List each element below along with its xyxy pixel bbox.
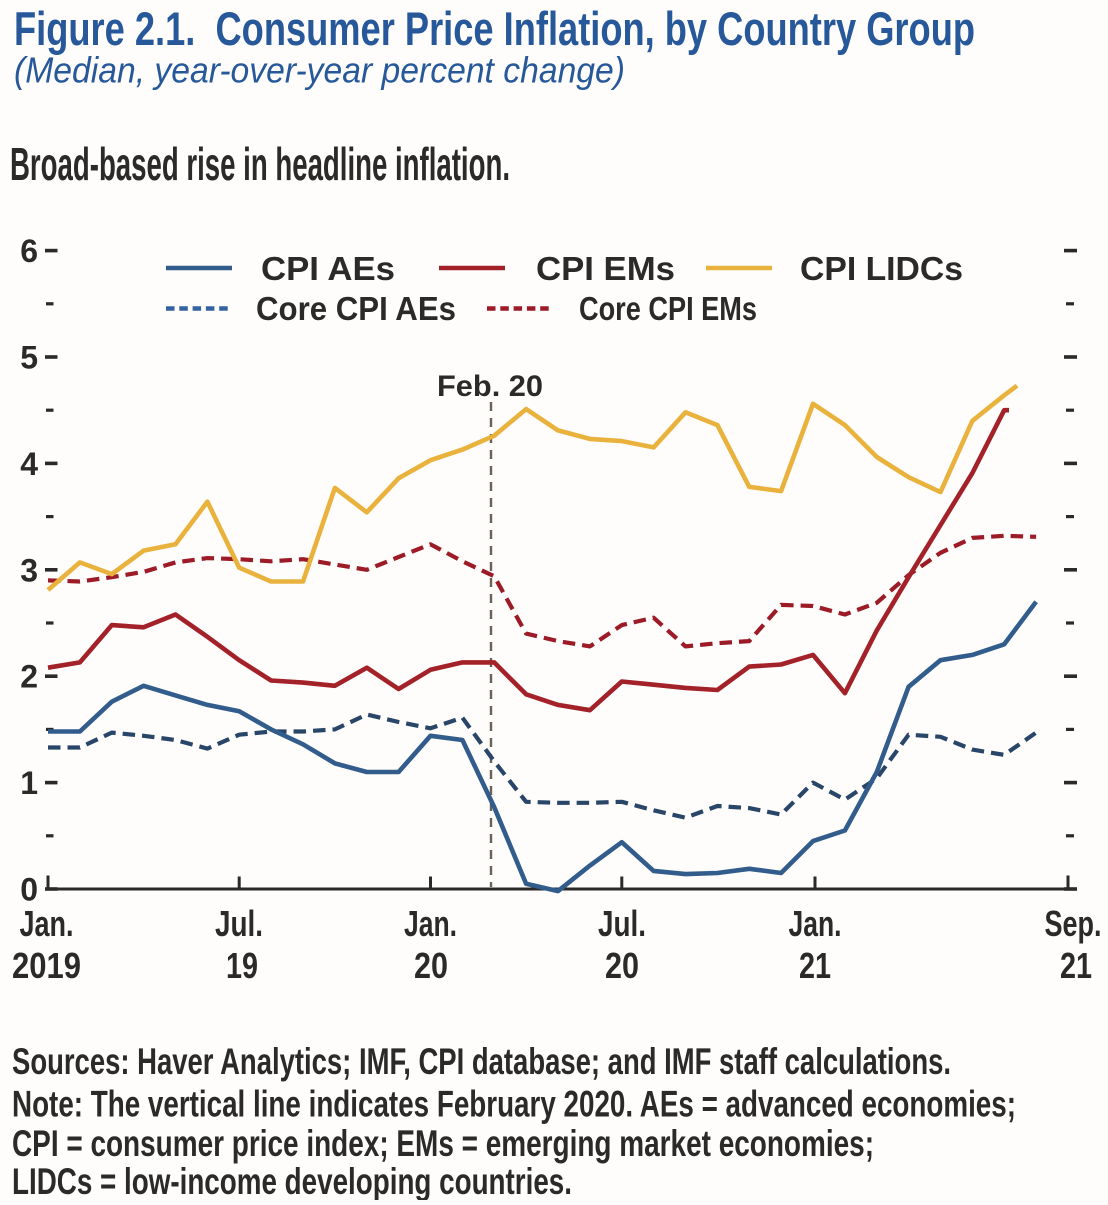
svg-text:Sources: Haver Analytics; IMF,: Sources: Haver Analytics; IMF, CPI datab… <box>12 1041 951 1082</box>
svg-text:Figure 2.1. Consumer Price In: Figure 2.1. Consumer Price Inflation, by… <box>14 2 975 55</box>
svg-text:0: 0 <box>20 872 38 908</box>
svg-text:Jul.: Jul. <box>598 903 646 944</box>
svg-text:20: 20 <box>414 945 448 986</box>
svg-text:Broad-based rise in headline i: Broad-based rise in headline inflation. <box>10 138 510 190</box>
svg-text:5: 5 <box>20 340 38 376</box>
svg-text:Feb. 20: Feb. 20 <box>437 370 543 403</box>
svg-text:Jul.: Jul. <box>215 903 263 944</box>
svg-text:CPI = consumer price index; EM: CPI = consumer price index; EMs = emergi… <box>12 1123 874 1164</box>
svg-text:CPI AEs: CPI AEs <box>261 250 395 287</box>
svg-text:Jan.: Jan. <box>789 903 842 944</box>
svg-text:LIDCs = low-income developing: LIDCs = low-income developing countries. <box>12 1161 572 1200</box>
svg-text:Core CPI EMs: Core CPI EMs <box>579 290 757 327</box>
svg-text:Sep.: Sep. <box>1045 903 1102 944</box>
svg-text:Core CPI AEs: Core CPI AEs <box>256 290 456 327</box>
svg-text:(Median, year-over-year percen: (Median, year-over-year percent change) <box>14 50 625 91</box>
svg-text:4: 4 <box>20 446 38 482</box>
svg-text:3: 3 <box>20 552 38 588</box>
svg-text:2: 2 <box>20 659 38 695</box>
svg-text:CPI EMs: CPI EMs <box>536 250 675 287</box>
svg-text:19: 19 <box>226 945 258 986</box>
svg-text:2019: 2019 <box>12 945 81 986</box>
svg-text:Note: The vertical line indica: Note: The vertical line indicates Februa… <box>12 1084 1016 1125</box>
svg-text:21: 21 <box>1060 945 1092 986</box>
svg-text:1: 1 <box>20 765 38 801</box>
svg-text:20: 20 <box>605 945 639 986</box>
svg-text:CPI LIDCs: CPI LIDCs <box>800 250 963 287</box>
svg-text:21: 21 <box>799 945 831 986</box>
svg-text:Jan.: Jan. <box>404 903 457 944</box>
svg-text:6: 6 <box>20 233 38 269</box>
svg-text:Jan.: Jan. <box>20 903 74 944</box>
